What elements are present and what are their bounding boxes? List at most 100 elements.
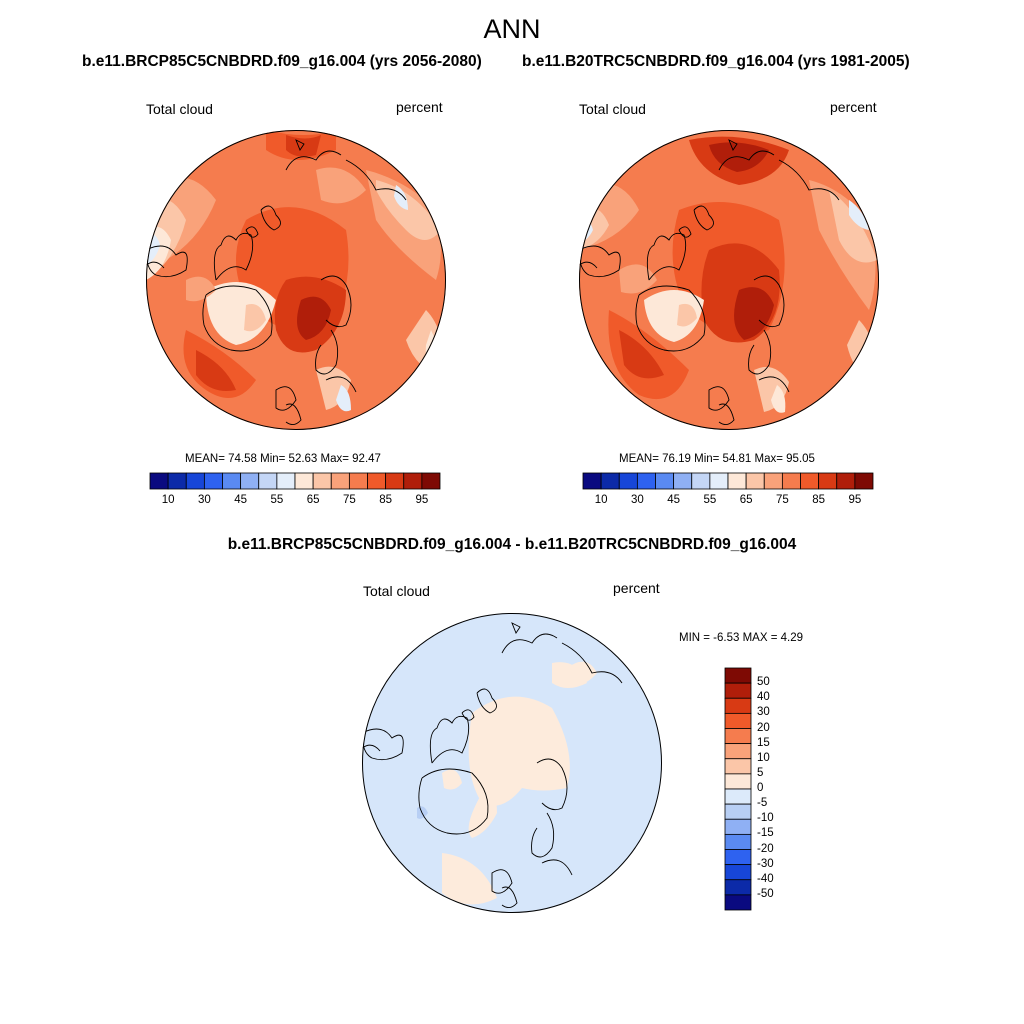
panel-1-colorbar-tick-label: 55 <box>270 494 284 506</box>
panel-1-colorbar-swatch <box>330 472 350 490</box>
panel-1-colorbar-swatch <box>149 472 169 490</box>
panel-2-colorbar-tick-label: 10 <box>594 494 608 506</box>
panel-2-colorbar-swatch <box>655 472 675 490</box>
panel-1-colorbar-swatch <box>258 472 278 490</box>
panel-3-colorbar-swatch <box>724 697 752 714</box>
panel-3-colorbar-tick-label: 10 <box>757 751 770 764</box>
panel-2-title: b.e11.B20TRC5CNBDRD.f09_g16.004 (yrs 198… <box>522 53 910 70</box>
panel-1-colorbar-swatch <box>203 472 223 490</box>
panel-1-colorbar-tick-label: 75 <box>342 494 356 506</box>
panel-1-colorbar-tick-label: 95 <box>415 494 429 506</box>
panel-3-colorbar-tick-label: 30 <box>757 706 770 719</box>
panel-1-stats: MEAN= 74.58 Min= 52.63 Max= 92.47 <box>185 453 381 465</box>
panel-2-colorbar-swatch <box>854 472 874 490</box>
panel-3-colorbar-swatch <box>724 894 752 911</box>
panel-1-colorbar-swatch <box>294 472 314 490</box>
panel-3-colorbar-tick-label: -10 <box>757 812 774 825</box>
panel-3-title: b.e11.BRCP85C5CNBDRD.f09_g16.004 - b.e11… <box>227 536 797 553</box>
panel-1-colorbar-tick-label: 10 <box>161 494 175 506</box>
panel-2-colorbar-swatch <box>600 472 620 490</box>
panel-3-colorbar-tick-label: -30 <box>757 857 774 870</box>
panel-2-colorbar-swatch <box>763 472 783 490</box>
panel-1-colorbar-swatch <box>312 472 332 490</box>
panel-3-colorbar-swatch <box>724 818 752 835</box>
panel-2-colorbar-swatch <box>818 472 838 490</box>
panel-3-colorbar-tick-label: 20 <box>757 721 770 734</box>
panel-2-colorbar-swatch <box>582 472 602 490</box>
panel-2-colorbar-tick-label: 45 <box>667 494 681 506</box>
panel-3-colorbar-tick-label: -20 <box>757 842 774 855</box>
panel-3-colorbar-tick-label: 40 <box>757 691 770 704</box>
panel-1-variable-label: Total cloud <box>146 101 213 117</box>
panel-1-units-label: percent <box>396 99 443 115</box>
panel-1-colorbar-tick-label: 65 <box>306 494 320 506</box>
panel-3-colorbar-swatch <box>724 712 752 729</box>
panel-2-units-label: percent <box>830 99 877 115</box>
panel-2-colorbar-swatch <box>618 472 638 490</box>
panel-2-colorbar-swatch <box>709 472 729 490</box>
panel-2-variable-label: Total cloud <box>579 101 646 117</box>
panel-2-colorbar-tick-label: 65 <box>739 494 753 506</box>
panel-3-colorbar-swatch <box>724 879 752 896</box>
panel-1-colorbar-swatch <box>185 472 205 490</box>
panel-1-colorbar-tick-label: 85 <box>379 494 393 506</box>
panel-3-variable-label: Total cloud <box>363 583 430 599</box>
panel-1-colorbar-tick-label: 45 <box>234 494 248 506</box>
panel-2-colorbar-swatch <box>800 472 820 490</box>
panel-3-colorbar-tick-label: 15 <box>757 736 770 749</box>
panel-2-colorbar-tick-label: 75 <box>775 494 789 506</box>
panel-1-colorbar-swatch <box>367 472 387 490</box>
panel-3-colorbar-swatch <box>724 849 752 866</box>
panel-3-colorbar-swatch <box>724 667 752 684</box>
panel-2-colorbar-swatch <box>781 472 801 490</box>
panel-2-colorbar-tick-label: 95 <box>848 494 862 506</box>
panel-2-stats: MEAN= 76.19 Min= 54.81 Max= 95.05 <box>619 453 815 465</box>
panel-2-colorbar-swatch <box>836 472 856 490</box>
panel-3-colorbar-swatch <box>724 864 752 881</box>
panel-3-units-label: percent <box>613 580 660 596</box>
panel-3-colorbar-tick-label: 0 <box>757 782 764 794</box>
panel-3-stats: MIN = -6.53 MAX = 4.29 <box>679 632 804 644</box>
panel-1-colorbar-swatch <box>222 472 242 490</box>
panel-1-title: b.e11.BRCP85C5CNBDRD.f09_g16.004 (yrs 20… <box>82 53 482 70</box>
panel-1-colorbar-ticks: 10 30 45 55 65 75 85 95 <box>150 494 440 508</box>
panel-3-colorbar-swatch <box>724 682 752 699</box>
panel-3-colorbar-swatch <box>724 743 752 760</box>
panel-1-colorbar-swatch <box>421 472 441 490</box>
panel-2-colorbar-swatch <box>727 472 747 490</box>
panel-3-colorbar-swatch <box>724 788 752 805</box>
panel-1-colorbar-swatch <box>240 472 260 490</box>
panel-1-colorbar <box>149 472 441 490</box>
panel-2-colorbar-tick-label: 85 <box>812 494 826 506</box>
panel-1-polar-map <box>146 130 446 430</box>
panel-1-colorbar-tick-label: 30 <box>197 494 211 506</box>
panel-3-colorbar <box>724 667 752 911</box>
panel-3-polar-map <box>362 613 662 913</box>
panel-3-colorbar-tick-label: 5 <box>757 766 764 779</box>
panel-2-colorbar-tick-label: 55 <box>703 494 717 506</box>
figure-title: ANN <box>483 14 541 44</box>
panel-2-colorbar-swatch <box>691 472 711 490</box>
panel-3-colorbar-ticks: 50 40 30 20 15 10 5 0 -5 -10 -15 -20 -30 -40 -50 <box>757 668 797 910</box>
panel-3-colorbar-tick-label: -50 <box>757 887 774 900</box>
panel-3-colorbar-swatch <box>724 728 752 745</box>
panel-3-colorbar-swatch <box>724 833 752 850</box>
panel-1-colorbar-swatch <box>167 472 187 490</box>
panel-3-colorbar-swatch <box>724 758 752 775</box>
panel-3-colorbar-tick-label: 50 <box>757 676 770 689</box>
panel-2-colorbar <box>582 472 874 490</box>
panel-2-colorbar-swatch <box>673 472 693 490</box>
panel-1-colorbar-swatch <box>348 472 368 490</box>
panel-3-colorbar-tick-label: -40 <box>757 872 774 885</box>
panel-3-colorbar-swatch <box>724 773 752 790</box>
panel-1-colorbar-swatch <box>403 472 423 490</box>
panel-1-colorbar-swatch <box>276 472 296 490</box>
panel-2-colorbar-swatch <box>745 472 765 490</box>
panel-1-colorbar-swatch <box>385 472 405 490</box>
panel-3-colorbar-swatch <box>724 803 752 820</box>
panel-2-polar-map <box>579 130 879 430</box>
panel-3-colorbar-tick-label: -5 <box>757 797 768 810</box>
panel-3-colorbar-tick-label: -15 <box>757 827 774 840</box>
panel-2-colorbar-ticks: 10 30 45 55 65 75 85 95 <box>583 494 873 508</box>
panel-2-colorbar-swatch <box>636 472 656 490</box>
